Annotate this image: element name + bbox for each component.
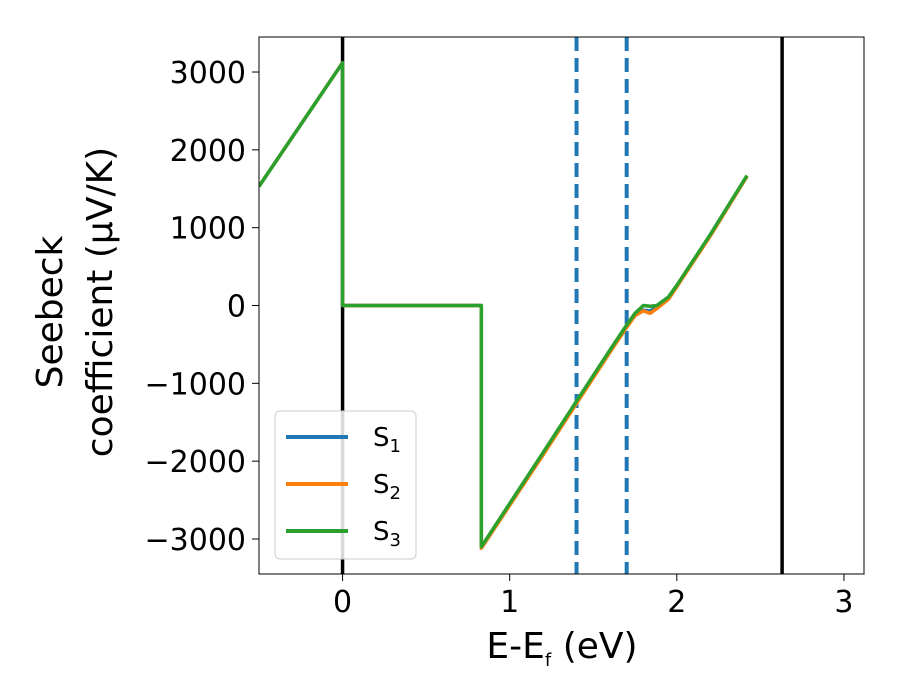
y-tick-label: 3000	[170, 56, 246, 91]
y-tick-label: 0	[227, 290, 246, 325]
x-axis-label: E-Ef (eV)	[486, 626, 637, 671]
x-tick-label: 0	[333, 585, 352, 620]
legend: S1 S2 S3	[274, 410, 417, 560]
x-tick-label: 3	[834, 585, 853, 620]
legend-label-s2: S2	[373, 470, 401, 504]
y-tick-label: −3000	[145, 523, 246, 558]
y-tick-label: −1000	[145, 367, 246, 402]
plot-area	[259, 37, 784, 574]
y-tick-label: −2000	[145, 445, 246, 480]
x-axis-label-base: E-E	[486, 626, 544, 667]
x-axis-label-sub: f	[545, 650, 552, 671]
y-axis-label-line1: Seebeck	[30, 235, 71, 388]
series-line-s3	[259, 60, 749, 549]
x-axis-label-rest: (eV)	[551, 626, 637, 667]
axes-ticks: 0 1 2 3 3000 2000 1000 0 −1000 −2000 −3000	[145, 56, 854, 620]
y-axis-label-line2: coefficient (μV/K)	[80, 147, 121, 457]
x-tick-label: 2	[667, 585, 686, 620]
legend-label-s1: S1	[373, 423, 401, 457]
y-tick-label: 2000	[170, 134, 246, 169]
x-tick-label: 1	[500, 585, 519, 620]
y-tick-label: 1000	[170, 212, 246, 247]
plot-frame	[258, 36, 865, 575]
legend-label-s3: S3	[373, 517, 401, 551]
